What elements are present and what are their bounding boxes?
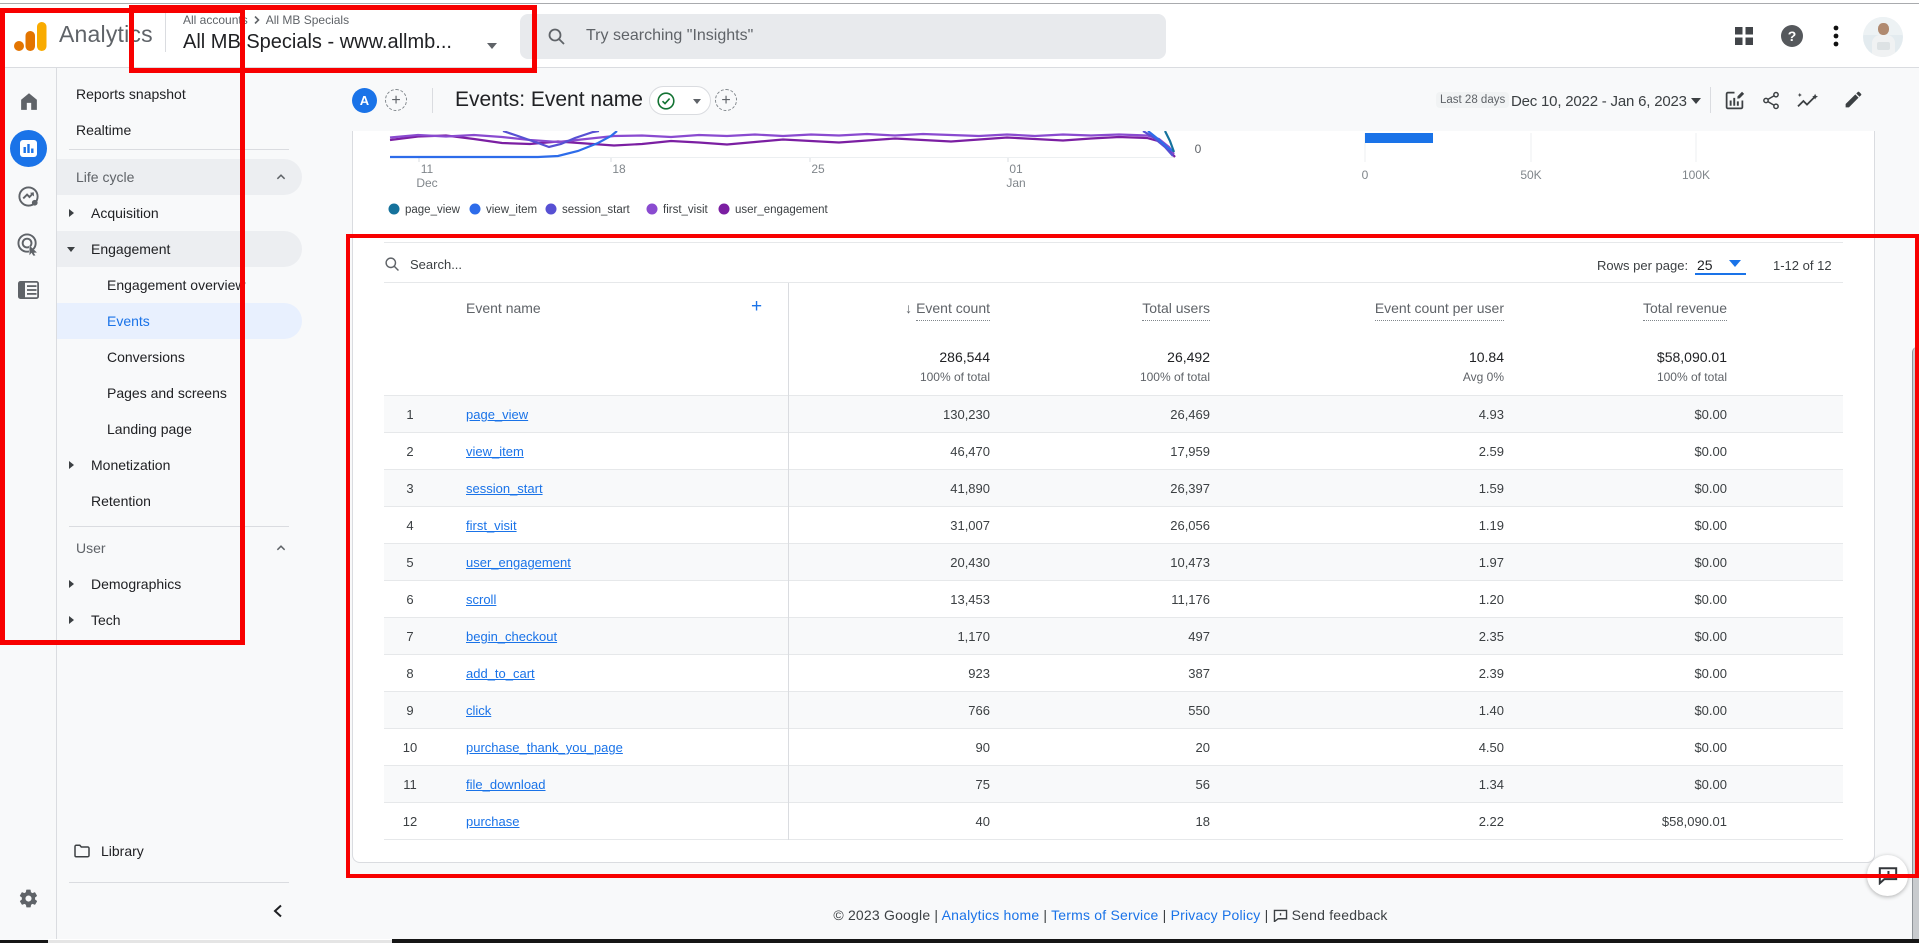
svg-text:Dec: Dec [416, 176, 437, 190]
svg-text:Jan: Jan [1006, 176, 1025, 190]
svg-text:100K: 100K [1682, 168, 1710, 182]
svg-text:0: 0 [1362, 168, 1369, 182]
svg-text:?: ? [1788, 28, 1797, 44]
svg-text:view_item: view_item [486, 204, 537, 216]
svg-text:18: 18 [612, 162, 626, 176]
svg-text:user_engagement: user_engagement [735, 204, 829, 216]
svg-text:0: 0 [1195, 142, 1202, 156]
svg-text:page_view: page_view [405, 204, 461, 216]
svg-text:50K: 50K [1520, 168, 1541, 182]
svg-text:first_visit: first_visit [663, 204, 709, 216]
svg-text:25: 25 [811, 162, 825, 176]
svg-text:01: 01 [1009, 162, 1023, 176]
svg-text:11: 11 [421, 162, 434, 176]
svg-text:session_start: session_start [562, 204, 631, 216]
